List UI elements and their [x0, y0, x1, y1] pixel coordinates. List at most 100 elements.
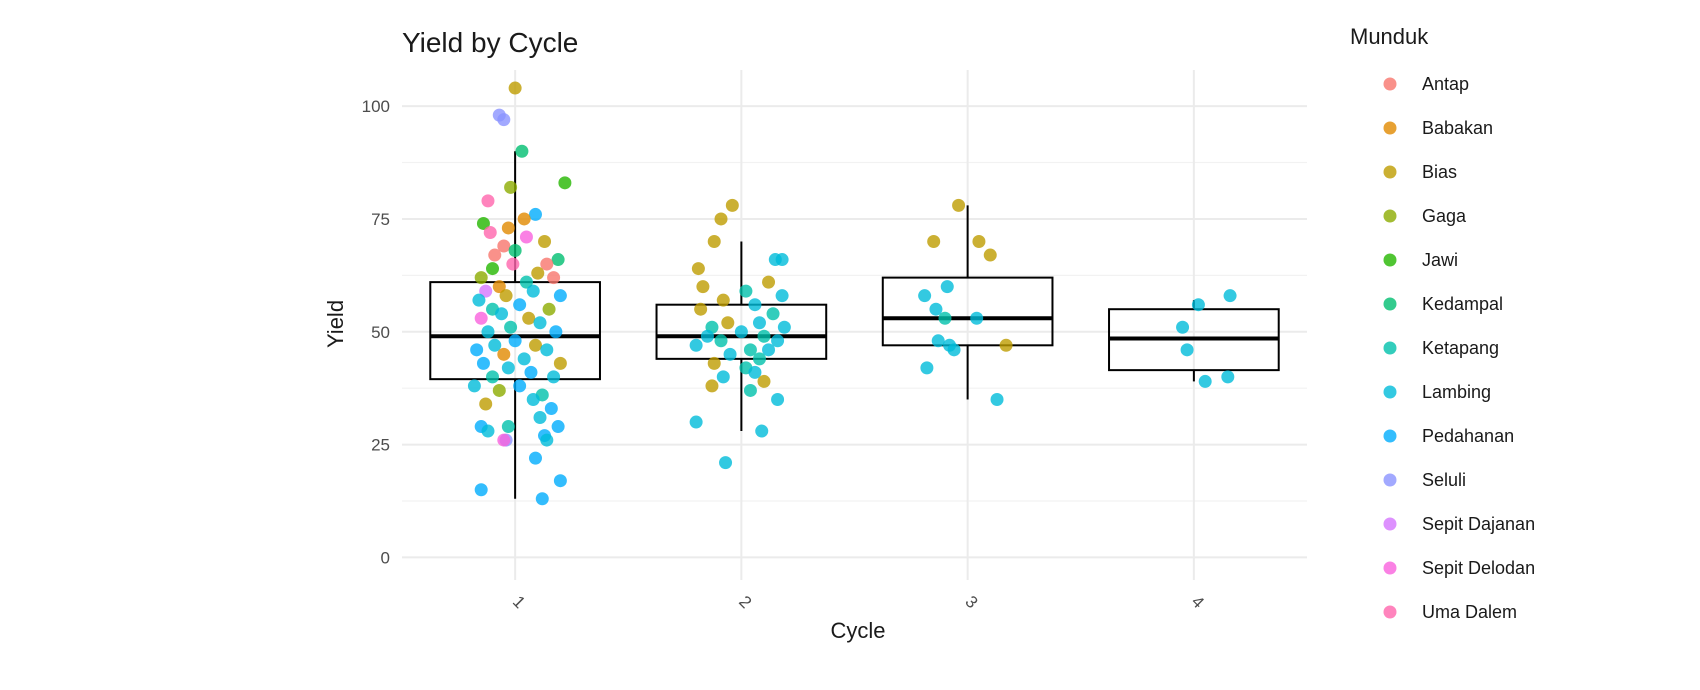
- legend-label: Babakan: [1422, 118, 1493, 138]
- data-point: [920, 361, 934, 375]
- legend-label: Jawi: [1422, 250, 1458, 270]
- legend-swatch: [1383, 473, 1397, 487]
- data-point: [970, 311, 984, 325]
- y-axis-title: Yield: [323, 300, 348, 348]
- data-point: [990, 392, 1004, 406]
- data-point: [771, 334, 785, 348]
- axis-layer: 0 25 50 75 100 1 2 3 4: [362, 97, 1208, 612]
- data-point: [540, 343, 554, 357]
- data-point: [540, 433, 554, 447]
- data-point: [716, 293, 730, 307]
- data-point: [479, 397, 493, 411]
- legend-label: Seluli: [1422, 470, 1466, 490]
- data-point: [492, 383, 506, 397]
- legend-label: Sepit Dajanan: [1422, 514, 1535, 534]
- legend-swatch: [1383, 209, 1397, 223]
- data-point: [689, 415, 703, 429]
- data-point: [544, 401, 558, 415]
- data-point: [1191, 298, 1205, 312]
- legend: Antap Babakan Bias Gaga Jawi Kedampal Ketapang…: [1383, 74, 1535, 622]
- data-point: [499, 289, 513, 303]
- data-point: [743, 343, 757, 357]
- box-iqr: [429, 281, 601, 381]
- data-point: [470, 343, 484, 357]
- data-point: [691, 262, 705, 276]
- y-tick-label: 50: [371, 323, 390, 342]
- data-point: [533, 316, 547, 330]
- x-tick-label: 2: [735, 592, 755, 612]
- x-tick-label: 1: [509, 592, 529, 612]
- data-point: [707, 235, 721, 249]
- data-point: [775, 289, 789, 303]
- data-point: [696, 280, 710, 294]
- data-point: [513, 379, 527, 393]
- data-point: [474, 483, 488, 497]
- box-iqr: [655, 303, 828, 360]
- data-point: [506, 257, 520, 271]
- point-layer: [467, 81, 1237, 506]
- data-point: [775, 253, 789, 267]
- data-point: [748, 298, 762, 312]
- legend-swatch: [1383, 517, 1397, 531]
- data-point: [716, 370, 730, 384]
- data-point: [488, 338, 502, 352]
- data-point: [551, 420, 565, 434]
- data-point: [515, 144, 529, 158]
- data-point: [999, 338, 1013, 352]
- data-point: [752, 352, 766, 366]
- data-point: [508, 81, 522, 95]
- y-tick-label: 25: [371, 436, 390, 455]
- data-point: [553, 289, 567, 303]
- data-point: [508, 334, 522, 348]
- legend-title: Munduk: [1350, 24, 1429, 49]
- data-point: [972, 235, 986, 249]
- legend-swatch: [1383, 165, 1397, 179]
- box-layer: [429, 151, 1280, 499]
- data-point: [766, 307, 780, 321]
- data-point: [483, 225, 497, 239]
- data-point: [752, 316, 766, 330]
- data-point: [927, 235, 941, 249]
- y-tick-label: 75: [371, 210, 390, 229]
- data-point: [553, 474, 567, 488]
- data-point: [723, 347, 737, 361]
- legend-swatch: [1383, 253, 1397, 267]
- data-point: [501, 221, 515, 235]
- data-point: [743, 383, 757, 397]
- data-point: [547, 370, 561, 384]
- data-point: [771, 392, 785, 406]
- data-point: [748, 365, 762, 379]
- y-tick-label: 0: [381, 548, 390, 567]
- legend-swatch: [1383, 429, 1397, 443]
- data-point: [497, 113, 511, 127]
- legend-swatch: [1383, 385, 1397, 399]
- data-point: [476, 216, 490, 230]
- data-point: [739, 284, 753, 298]
- data-point: [492, 280, 506, 294]
- data-point: [705, 379, 719, 393]
- data-point: [689, 338, 703, 352]
- data-point: [952, 198, 966, 212]
- data-point: [929, 302, 943, 316]
- data-point: [983, 248, 997, 262]
- data-point: [762, 343, 776, 357]
- x-tick-label: 3: [961, 592, 981, 612]
- data-point: [524, 365, 538, 379]
- data-point: [725, 198, 739, 212]
- data-point: [558, 176, 572, 190]
- x-axis-title: Cycle: [830, 618, 885, 643]
- legend-label: Bias: [1422, 162, 1457, 182]
- data-point: [947, 343, 961, 357]
- data-point: [931, 334, 945, 348]
- data-point: [755, 424, 769, 438]
- data-point: [1198, 374, 1212, 388]
- data-point: [721, 316, 735, 330]
- data-point: [522, 311, 536, 325]
- data-point: [497, 347, 511, 361]
- data-point: [547, 271, 561, 285]
- data-point: [474, 271, 488, 285]
- legend-label: Gaga: [1422, 206, 1467, 226]
- legend-swatch: [1383, 77, 1397, 91]
- legend-label: Kedampal: [1422, 294, 1503, 314]
